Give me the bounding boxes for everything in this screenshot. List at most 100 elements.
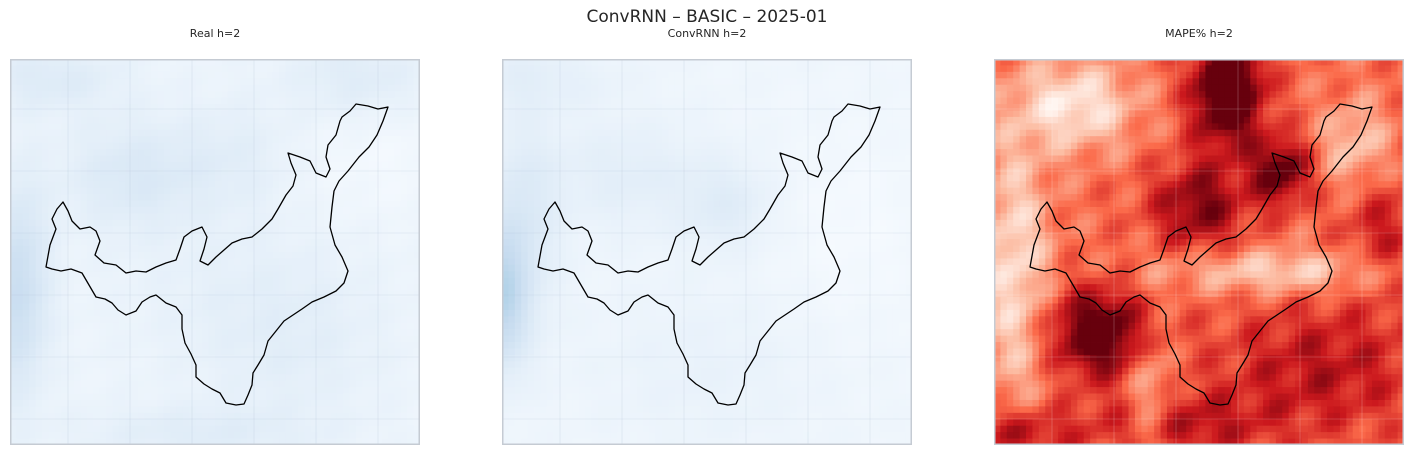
heatmap-cell — [400, 271, 408, 279]
heatmap-cell — [61, 316, 69, 324]
heatmap-cell — [323, 187, 331, 195]
heatmap-cell — [311, 155, 318, 163]
heatmap-cell — [16, 329, 24, 337]
heatmap-cell — [655, 104, 663, 111]
heatmap-cell — [208, 213, 216, 221]
heatmap-cell — [80, 71, 88, 79]
heatmap-cell — [407, 322, 414, 330]
heatmap-cell — [304, 174, 312, 182]
heatmap-cell — [279, 348, 286, 356]
heatmap-cell — [311, 161, 318, 169]
heatmap-cell — [298, 226, 306, 234]
heatmap-cell — [508, 84, 516, 92]
heatmap-cell — [796, 78, 804, 86]
heatmap-cell — [106, 354, 113, 362]
heatmap-cell — [176, 380, 184, 388]
heatmap-cell — [86, 65, 94, 73]
heatmap-cell — [407, 406, 414, 414]
heatmap-cell — [591, 136, 599, 144]
heatmap-cell — [317, 161, 325, 169]
heatmap-cell — [227, 65, 235, 73]
heatmap-cell — [106, 129, 113, 137]
heatmap-cell — [118, 194, 126, 201]
heatmap-cell — [150, 412, 158, 420]
heatmap-cell — [642, 104, 650, 111]
heatmap-cell — [253, 303, 261, 311]
heatmap-cell — [394, 290, 402, 298]
heatmap-cell — [368, 155, 376, 163]
heatmap-cell — [182, 258, 190, 266]
heatmap-cell — [144, 252, 152, 259]
heatmap-cell — [131, 200, 139, 208]
heatmap-cell — [304, 129, 312, 137]
heatmap-cell — [279, 393, 286, 401]
heatmap-cell — [67, 245, 75, 253]
heatmap-cell — [118, 213, 126, 221]
heatmap-cell — [74, 316, 81, 324]
heatmap-cell — [67, 271, 75, 279]
heatmap-cell — [860, 136, 868, 144]
heatmap-cell — [355, 290, 363, 298]
heatmap-cell — [272, 419, 280, 427]
heatmap-cell — [304, 335, 312, 343]
heatmap-cell — [22, 129, 30, 137]
heatmap-cell — [317, 367, 325, 375]
heatmap-cell — [413, 277, 420, 285]
heatmap-cell — [783, 91, 791, 98]
heatmap-cell — [138, 419, 145, 427]
heatmap-cell — [623, 168, 631, 176]
heatmap-cell — [375, 264, 382, 272]
heatmap-cell — [732, 149, 740, 156]
heatmap-cell — [790, 104, 798, 111]
heatmap-cell — [272, 380, 280, 388]
heatmap-cell — [106, 399, 113, 407]
heatmap-cell — [272, 252, 280, 259]
heatmap-cell — [259, 271, 267, 279]
heatmap-cell — [22, 438, 30, 445]
heatmap-cell — [247, 252, 254, 259]
heatmap-cell — [323, 59, 331, 66]
heatmap-cell — [170, 142, 177, 150]
heatmap-cell — [176, 194, 184, 201]
heatmap-cell — [266, 65, 274, 73]
heatmap-cells — [502, 59, 912, 445]
heatmap-cell — [253, 367, 261, 375]
heatmap-cell — [311, 329, 318, 337]
heatmap-cell — [387, 342, 395, 349]
heatmap-cell — [99, 97, 107, 105]
heatmap-cell — [227, 329, 235, 337]
heatmap-cell — [189, 91, 197, 98]
heatmap-cell — [138, 399, 145, 407]
heatmap-cell — [604, 149, 612, 156]
heatmap-cell — [413, 322, 420, 330]
heatmap-cell — [527, 104, 535, 111]
heatmap-cell — [170, 155, 177, 163]
heatmap-cell — [42, 309, 49, 317]
heatmap-cell — [854, 149, 862, 156]
heatmap-cell — [125, 129, 133, 137]
heatmap-cell — [674, 84, 682, 92]
heatmap-cell — [29, 168, 37, 176]
heatmap-cell — [138, 116, 145, 124]
heatmap-cell — [29, 374, 37, 382]
heatmap-cell — [285, 367, 293, 375]
heatmap-cell — [106, 425, 113, 433]
heatmap-cell — [394, 104, 402, 111]
heatmap-cell — [163, 174, 171, 182]
heatmap-cell — [317, 91, 325, 98]
heatmap-cell — [598, 123, 605, 131]
heatmap-cell — [751, 116, 759, 124]
heatmap-cell — [10, 335, 17, 343]
heatmap-cell — [16, 149, 24, 156]
heatmap-cell — [899, 136, 906, 144]
heatmap-cell — [22, 252, 30, 259]
heatmap-cell — [118, 284, 126, 291]
heatmap-cell — [375, 161, 382, 169]
heatmap-cell — [144, 322, 152, 330]
heatmap-cell — [375, 354, 382, 362]
heatmap-cell — [54, 264, 62, 272]
heatmap-cell — [630, 71, 637, 79]
heatmap-cell — [22, 239, 30, 246]
heatmap-cell — [112, 367, 120, 375]
heatmap-cell — [170, 174, 177, 182]
